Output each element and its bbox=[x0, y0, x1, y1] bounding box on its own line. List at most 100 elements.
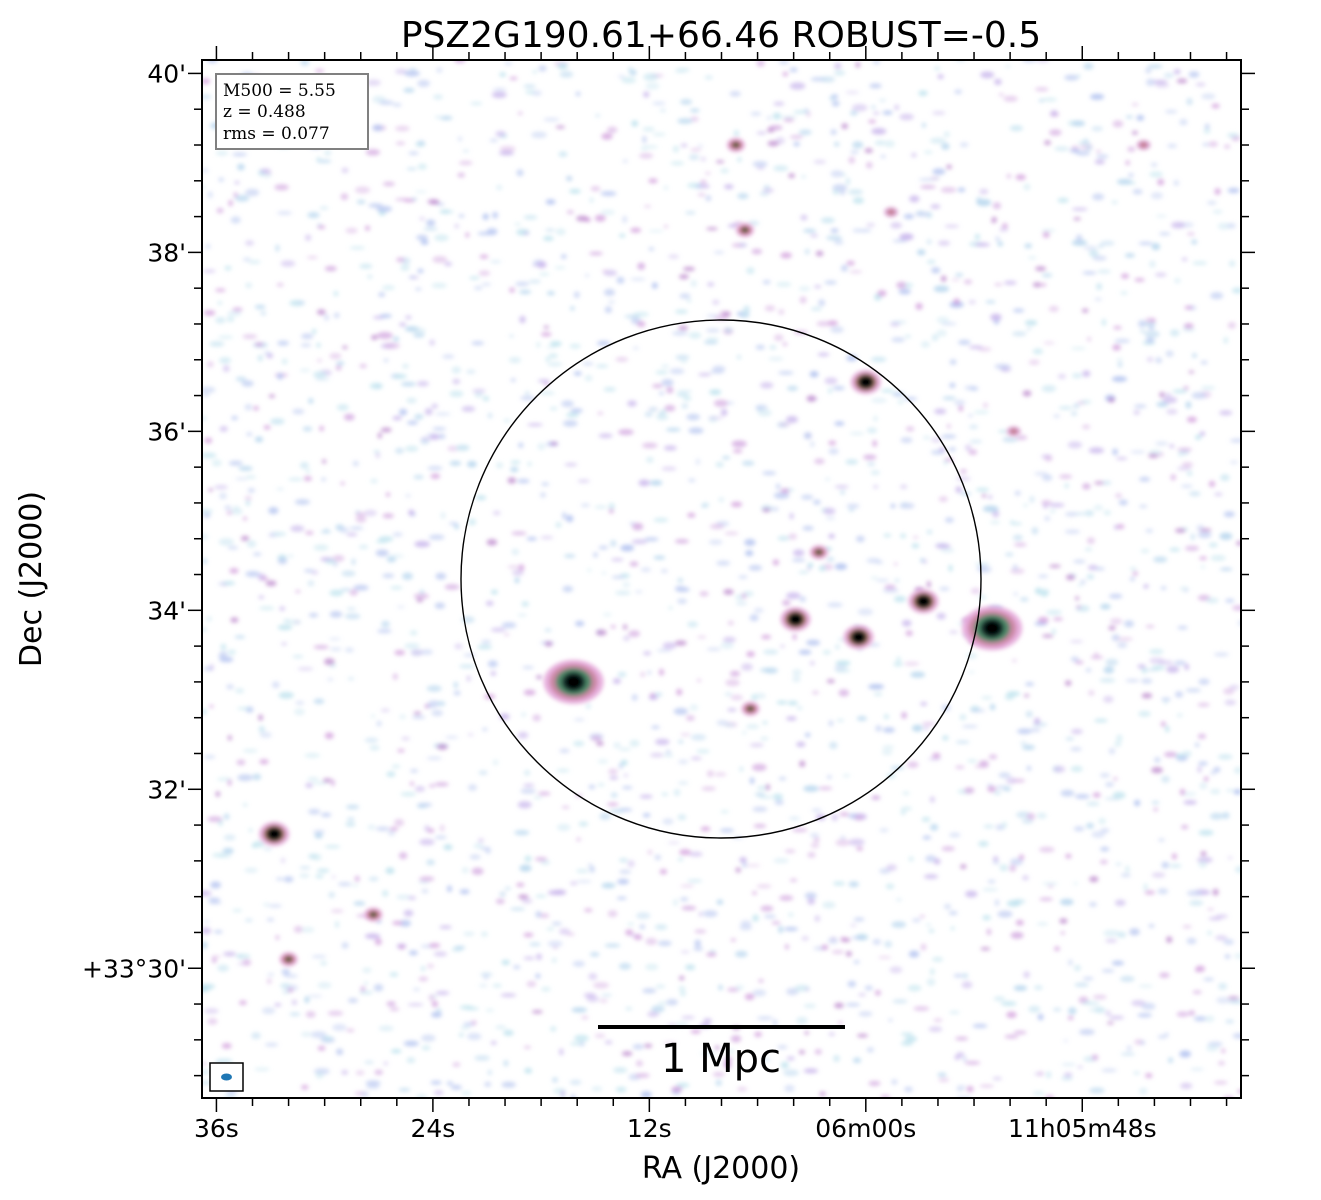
noise-patch bbox=[314, 69, 325, 73]
noise-patch bbox=[894, 104, 900, 111]
noise-patch bbox=[526, 536, 538, 541]
noise-patch bbox=[220, 643, 227, 651]
noise-patch bbox=[487, 1069, 492, 1076]
x-tick-label: 36s bbox=[194, 1114, 239, 1143]
noise-patch bbox=[735, 601, 748, 606]
noise-patch bbox=[608, 508, 614, 514]
noise-patch bbox=[416, 234, 428, 241]
noise-patch bbox=[427, 466, 443, 471]
noise-patch bbox=[751, 248, 763, 255]
noise-patch bbox=[203, 755, 216, 759]
noise-patch bbox=[276, 282, 284, 287]
noise-patch bbox=[803, 785, 819, 792]
noise-patch bbox=[202, 452, 217, 459]
noise-patch bbox=[1231, 287, 1241, 294]
noise-patch bbox=[202, 1062, 207, 1066]
noise-patch bbox=[834, 62, 842, 70]
noise-patch bbox=[671, 1086, 683, 1092]
noise-patch bbox=[454, 223, 460, 229]
noise-patch bbox=[617, 671, 627, 678]
noise-patch bbox=[446, 885, 453, 893]
noise-patch bbox=[1168, 1057, 1174, 1064]
noise-patch bbox=[377, 432, 382, 439]
noise-patch bbox=[893, 595, 907, 603]
noise-patch bbox=[346, 804, 360, 810]
noise-patch bbox=[510, 907, 526, 911]
noise-patch bbox=[830, 228, 839, 233]
noise-patch bbox=[686, 298, 692, 303]
noise-patch bbox=[252, 773, 262, 781]
noise-patch bbox=[313, 829, 326, 834]
noise-speckle bbox=[202, 60, 1241, 1098]
noise-patch bbox=[327, 677, 334, 682]
noise-patch bbox=[818, 565, 826, 572]
noise-patch bbox=[259, 759, 269, 765]
noise-patch bbox=[295, 701, 305, 705]
noise-patch bbox=[1035, 588, 1050, 595]
noise-patch bbox=[1119, 975, 1135, 983]
noise-patch bbox=[1032, 282, 1042, 288]
noise-patch bbox=[825, 478, 831, 481]
noise-patch bbox=[753, 824, 767, 828]
noise-patch bbox=[751, 763, 767, 772]
noise-patch bbox=[803, 432, 812, 440]
noise-patch bbox=[469, 854, 481, 860]
noise-patch bbox=[1203, 776, 1209, 782]
noise-patch bbox=[764, 305, 776, 312]
noise-patch bbox=[847, 980, 857, 988]
noise-patch bbox=[395, 125, 410, 132]
y-tick-label: 40' bbox=[147, 59, 186, 88]
noise-patch bbox=[251, 1032, 261, 1040]
noise-patch bbox=[213, 930, 223, 934]
noise-patch bbox=[1026, 765, 1032, 771]
noise-patch bbox=[1163, 699, 1168, 705]
noise-patch bbox=[780, 644, 785, 648]
noise-patch bbox=[449, 390, 464, 397]
noise-patch bbox=[358, 544, 369, 549]
noise-patch bbox=[461, 1091, 472, 1096]
noise-patch bbox=[686, 413, 700, 421]
noise-patch bbox=[882, 110, 893, 115]
noise-patch bbox=[936, 329, 947, 337]
noise-patch bbox=[492, 984, 503, 988]
noise-patch bbox=[661, 466, 677, 471]
noise-patch bbox=[714, 1045, 720, 1050]
noise-patch bbox=[1117, 361, 1123, 368]
noise-patch bbox=[1092, 994, 1107, 1000]
noise-patch bbox=[1201, 93, 1216, 100]
noise-patch bbox=[619, 233, 626, 238]
noise-patch bbox=[241, 380, 254, 387]
noise-patch bbox=[932, 111, 946, 115]
noise-patch bbox=[504, 633, 510, 636]
noise-patch bbox=[826, 235, 843, 241]
noise-patch bbox=[1053, 765, 1066, 773]
noise-patch bbox=[1210, 788, 1221, 795]
noise-patch bbox=[993, 996, 1006, 1001]
noise-patch bbox=[340, 588, 352, 592]
noise-patch bbox=[207, 1018, 218, 1025]
noise-patch bbox=[209, 704, 214, 708]
noise-patch bbox=[203, 920, 210, 923]
noise-patch bbox=[666, 999, 678, 1006]
noise-patch bbox=[321, 459, 327, 464]
noise-patch bbox=[1089, 902, 1097, 907]
noise-patch bbox=[809, 371, 819, 378]
noise-patch bbox=[470, 102, 483, 105]
noise-patch bbox=[575, 91, 581, 97]
noise-patch bbox=[466, 675, 471, 682]
noise-patch bbox=[511, 531, 527, 535]
noise-patch bbox=[206, 616, 212, 622]
noise-patch bbox=[923, 874, 939, 879]
noise-patch bbox=[417, 805, 428, 808]
noise-patch bbox=[474, 1055, 490, 1061]
noise-patch bbox=[803, 1068, 819, 1074]
noise-patch bbox=[582, 362, 594, 366]
noise-patch bbox=[1130, 450, 1146, 454]
noise-patch bbox=[1176, 78, 1188, 84]
noise-patch bbox=[834, 421, 845, 426]
noise-patch bbox=[803, 228, 817, 233]
noise-patch bbox=[1218, 982, 1228, 990]
noise-patch bbox=[722, 456, 731, 460]
noise-patch bbox=[774, 799, 784, 806]
noise-patch bbox=[1154, 757, 1161, 763]
